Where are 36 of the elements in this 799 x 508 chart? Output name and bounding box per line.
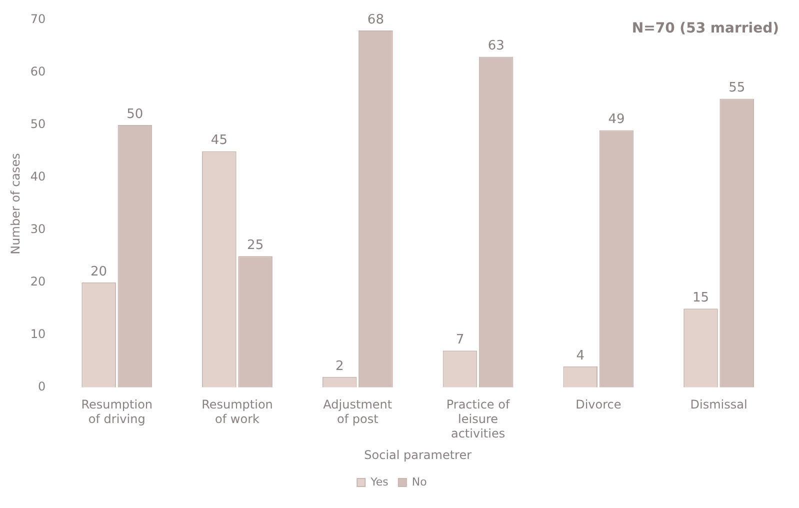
category-label: of driving [88, 412, 146, 426]
data-label: 15 [692, 290, 710, 306]
data-label: 2 [335, 358, 344, 374]
y-tick-label: 10 [30, 327, 46, 342]
category-label: leisure [458, 412, 498, 426]
category-label: of post [336, 412, 378, 426]
category-label: Dismissal [690, 398, 748, 412]
x-axis-title: Social parametrer [364, 448, 472, 462]
data-label: 7 [456, 332, 464, 348]
category-label: Practice of [446, 398, 510, 412]
category-label: Resumption [81, 398, 153, 412]
category-label: activities [450, 426, 506, 441]
category-label: Adjustment [323, 398, 392, 412]
y-tick-label: 60 [30, 64, 46, 79]
annotation: N=70 (53 married) [632, 20, 779, 37]
data-label: 20 [90, 264, 108, 280]
y-tick-label: 30 [30, 222, 46, 236]
y-tick-label: 70 [30, 12, 46, 26]
y-tick-label: 0 [38, 380, 46, 394]
y-tick-label: 50 [30, 117, 46, 132]
data-label: 63 [488, 38, 504, 54]
data-label: 55 [728, 80, 746, 96]
category-label: Divorce [576, 398, 622, 412]
data-label: 50 [126, 106, 144, 122]
data-label: 68 [367, 12, 384, 28]
data-label: 25 [247, 238, 264, 254]
category-label: Resumption [202, 398, 273, 412]
legend-label: Yes [370, 475, 389, 488]
category-label: of work [215, 412, 260, 426]
data-label: 4 [576, 348, 584, 364]
y-tick-label: 40 [30, 170, 46, 184]
data-label: 45 [210, 133, 228, 148]
y-tick-label: 20 [30, 274, 46, 289]
data-label: 49 [608, 112, 625, 128]
legend-label: No [412, 475, 428, 488]
y-axis-title: Number of cases [8, 153, 22, 254]
